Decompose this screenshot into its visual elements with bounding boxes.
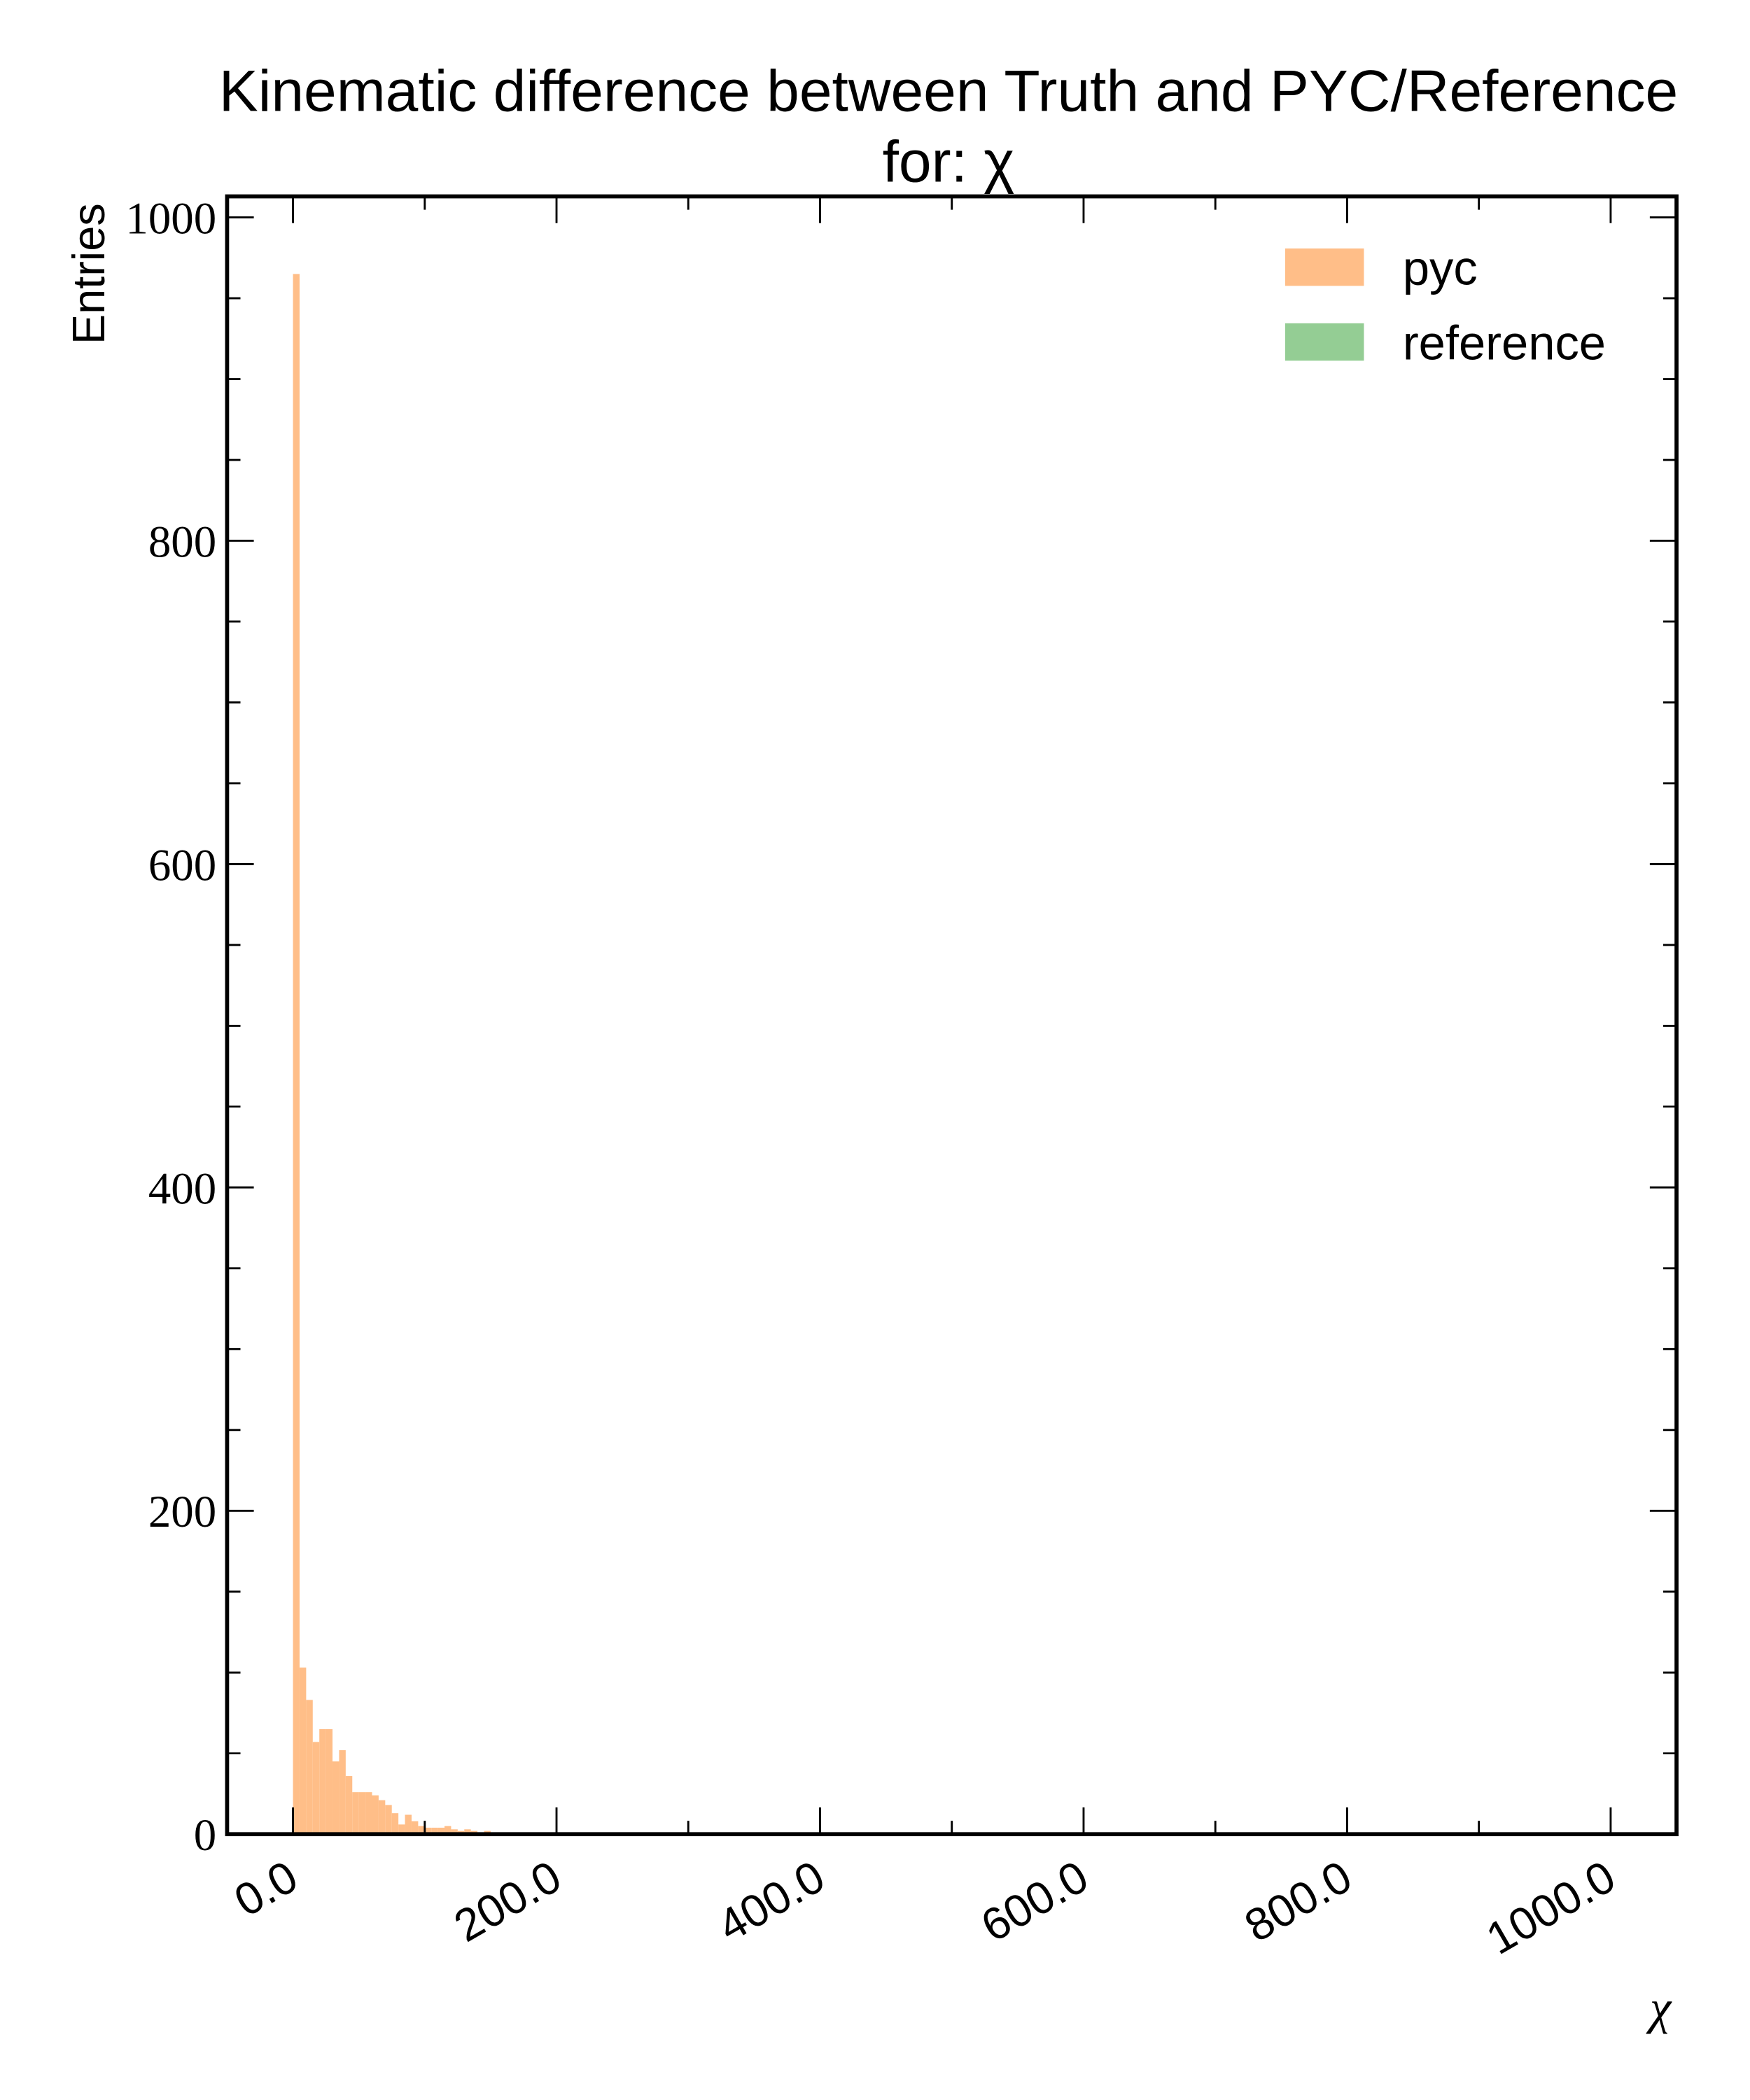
bar [306, 1700, 313, 1835]
bar [339, 1750, 346, 1835]
bar [424, 1827, 432, 1835]
bar [451, 1829, 458, 1835]
bar [332, 1761, 340, 1835]
bar [358, 1792, 366, 1835]
y-tick-label: 800 [148, 517, 216, 567]
bar [411, 1821, 419, 1835]
bar [405, 1814, 412, 1835]
y-axis-label: Entries [63, 203, 114, 344]
legend-label: pyc [1403, 241, 1478, 295]
bar [444, 1826, 451, 1835]
chart-title: Kinematic difference between Truth and P… [219, 57, 1678, 123]
legend-swatch [1284, 323, 1364, 361]
legend-swatch [1284, 248, 1364, 286]
bar [365, 1792, 372, 1835]
bar [378, 1800, 386, 1835]
bar [312, 1742, 320, 1835]
y-tick-label: 0 [194, 1810, 216, 1861]
bar [326, 1729, 333, 1835]
x-tick-label: 200.0 [445, 1851, 569, 1952]
bar [398, 1824, 405, 1835]
y-tick-label: 200 [148, 1487, 216, 1537]
x-axis-label: χ [1646, 1981, 1672, 2034]
y-tick-label: 600 [148, 840, 216, 890]
bar [438, 1827, 445, 1835]
bar [293, 274, 300, 1835]
legend-label: reference [1403, 316, 1606, 370]
x-tick-label: 400.0 [709, 1851, 833, 1952]
bar [372, 1795, 379, 1835]
x-tick-label: 600.0 [972, 1851, 1096, 1952]
plot-frame [225, 194, 1679, 1837]
bar [418, 1826, 425, 1835]
bar [345, 1776, 353, 1835]
x-tick-label: 0.0 [225, 1851, 306, 1926]
bar [391, 1813, 399, 1835]
y-tick-label: 400 [148, 1163, 216, 1214]
x-tick-label: 800.0 [1236, 1851, 1360, 1952]
bar [352, 1792, 359, 1835]
bar [431, 1827, 438, 1835]
x-tick-label: 1000.0 [1478, 1851, 1623, 1964]
chart-title: for: χ [883, 129, 1015, 195]
bar [319, 1729, 326, 1835]
y-tick-label: 1000 [125, 193, 216, 244]
bar [464, 1829, 471, 1835]
bar [299, 1667, 307, 1835]
bar [385, 1805, 392, 1835]
